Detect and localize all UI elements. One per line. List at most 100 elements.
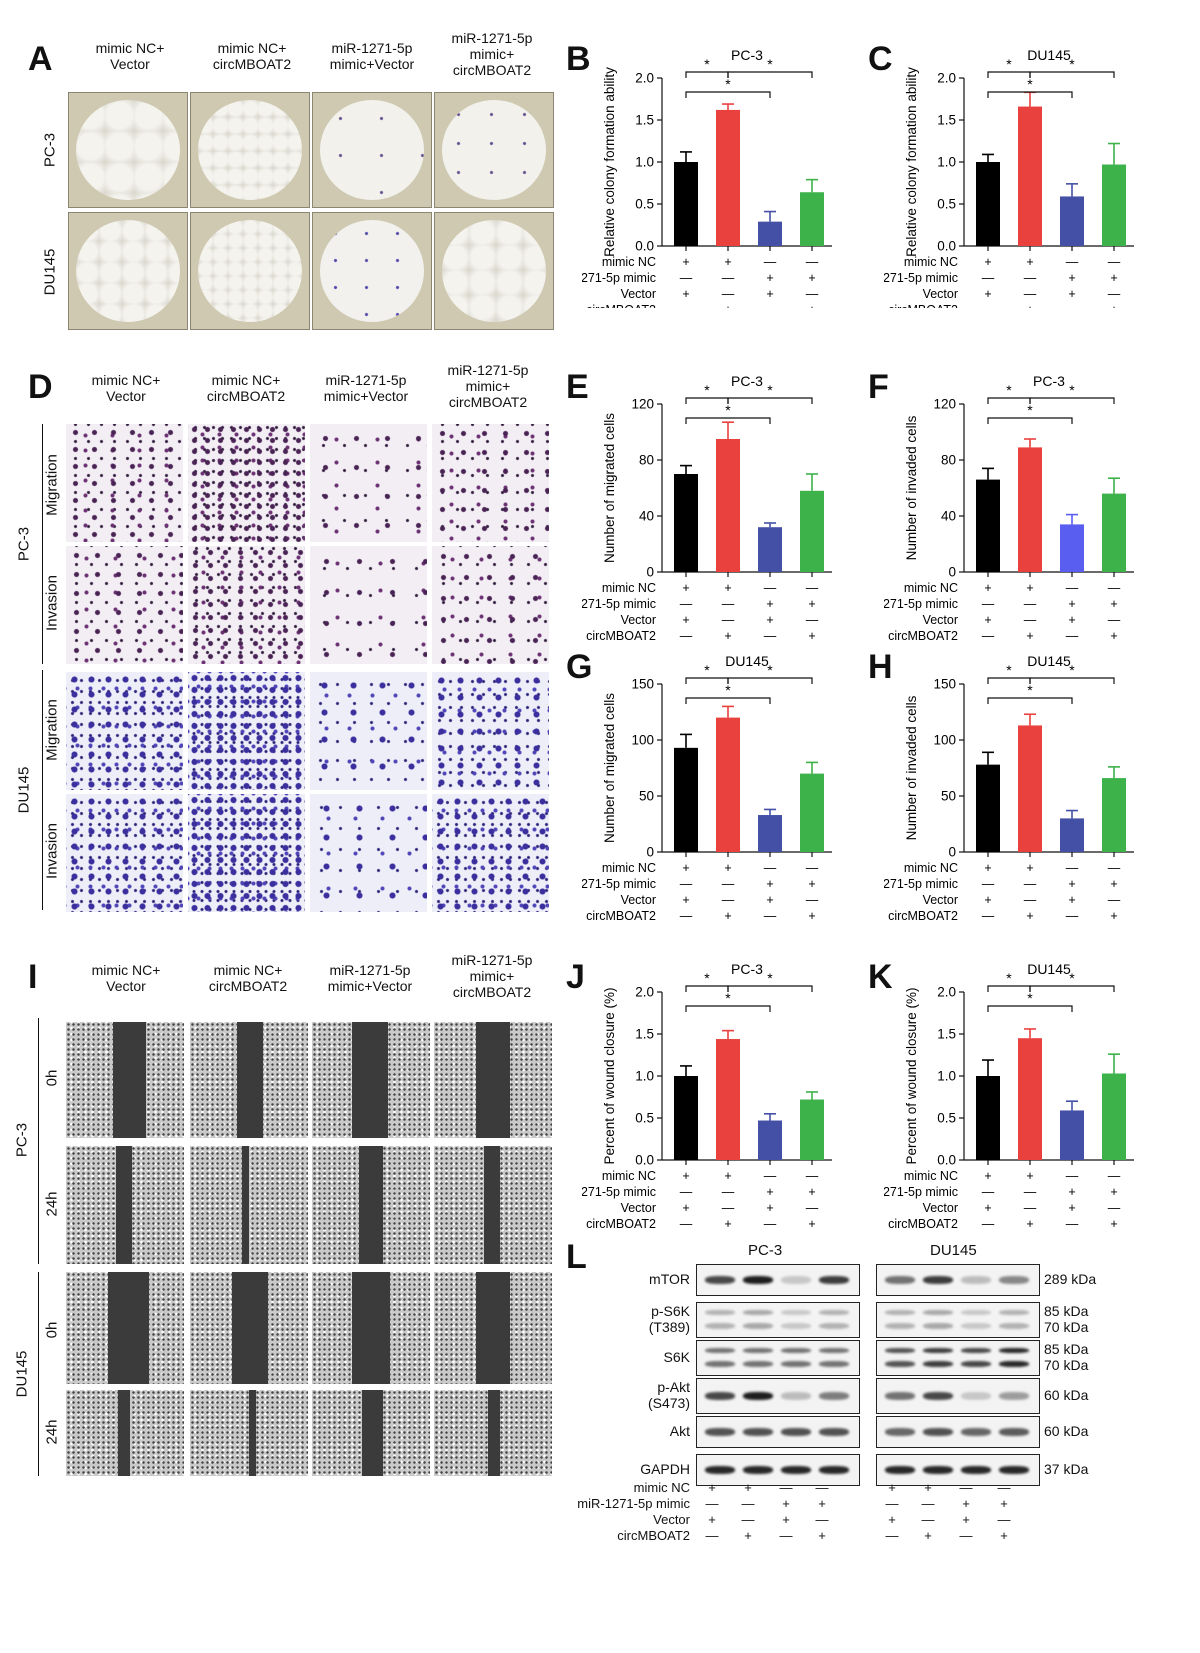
group-label: circMBOAT2	[888, 629, 958, 643]
wb-protein-label: p-S6K (T389)	[648, 1303, 690, 1335]
wb-group-sign: —	[741, 1496, 755, 1511]
group-sign: +	[766, 877, 773, 891]
img-d-du145-inv-4	[432, 794, 549, 912]
group-label: mimic NC	[904, 581, 958, 595]
group-sign: —	[982, 629, 995, 643]
img-i-du145-0h-2	[190, 1272, 308, 1384]
group-label: Vector	[923, 893, 958, 907]
group-sign: +	[1068, 271, 1075, 285]
bar	[1018, 725, 1042, 852]
significance-star: *	[767, 662, 773, 678]
row-label-i-pc3-24h: 24h	[43, 1191, 61, 1217]
wb-blot-du145	[876, 1340, 1040, 1376]
wb-group-sign: +	[744, 1480, 752, 1495]
group-sign: —	[1066, 255, 1079, 269]
group-label: circMBOAT2	[888, 1217, 958, 1231]
group-sign: +	[984, 1201, 991, 1215]
wb-group-sign: +	[744, 1528, 752, 1543]
group-sign: +	[724, 255, 731, 269]
y-tick-label: 0.0	[937, 239, 956, 254]
wb-band	[819, 1428, 849, 1436]
wb-band	[819, 1361, 849, 1367]
wb-band	[743, 1323, 773, 1329]
group-sign: —	[1066, 861, 1079, 875]
group-sign: —	[764, 1217, 777, 1231]
group-sign: —	[982, 909, 995, 923]
significance-star: *	[767, 382, 773, 398]
group-sign: +	[984, 255, 991, 269]
group-sign: +	[808, 1185, 815, 1199]
chart-h: DU145 Number of invaded cells 0 50 100 150 * * *…	[884, 654, 1134, 923]
wb-blot-du145	[876, 1416, 1040, 1448]
col-header-d-1: mimic NC+ Vector	[91, 372, 161, 404]
wb-band	[923, 1310, 953, 1315]
wb-group-sign: —	[815, 1512, 829, 1527]
group-label: mimic NC	[602, 581, 656, 595]
bracket-d-du145	[42, 670, 43, 910]
sig-bracket-2: *	[727, 382, 813, 404]
y-tick-label: 150	[631, 677, 654, 692]
row-label-d-du145-invasion: Invasion	[43, 823, 61, 879]
y-tick-label: 0.5	[635, 1111, 654, 1126]
group-sign: —	[764, 303, 777, 308]
panel-label-h: H	[868, 648, 893, 686]
group-sign: +	[724, 303, 731, 308]
wb-title-pc3: PC-3	[748, 1242, 783, 1259]
wb-blot-pc3	[696, 1302, 860, 1338]
group-sign: +	[1026, 581, 1033, 595]
significance-star: *	[1069, 56, 1075, 72]
col-header-i-4: miR-1271-5p mimic+ circMBOAT2	[451, 952, 533, 1000]
group-sign: +	[766, 893, 773, 907]
group-sign: +	[766, 597, 773, 611]
col-header-a-1: mimic NC+ Vector	[95, 40, 165, 72]
wb-size-label: 289 kDa	[1044, 1271, 1097, 1287]
group-sign: +	[766, 1185, 773, 1199]
img-i-pc3-0h-3	[312, 1022, 430, 1138]
y-tick-label: 50	[941, 789, 956, 804]
group-sign: —	[1108, 613, 1121, 627]
group-sign: —	[722, 613, 735, 627]
sig-bracket-2: *	[1029, 970, 1115, 992]
group-sign: +	[984, 1169, 991, 1183]
group-sign: —	[1108, 1201, 1121, 1215]
group-sign: +	[808, 271, 815, 285]
group-sign: —	[680, 909, 693, 923]
bar	[716, 1039, 740, 1160]
sig-bracket-1: *	[987, 662, 1031, 684]
group-sign: +	[808, 877, 815, 891]
group-sign: +	[1026, 861, 1033, 875]
significance-star: *	[1006, 662, 1012, 678]
group-sign: —	[1024, 613, 1037, 627]
chart-title: DU145	[1027, 48, 1071, 63]
group-label: circMBOAT2	[888, 909, 958, 923]
img-i-pc3-0h-2	[190, 1022, 308, 1138]
group-label: mimic NC	[602, 255, 656, 269]
group-sign: —	[982, 1185, 995, 1199]
y-axis-label: Percent of wound closure (%)	[904, 987, 919, 1164]
group-sign: —	[1108, 287, 1121, 301]
group-sign: +	[808, 629, 815, 643]
group-sign: +	[808, 303, 815, 308]
wb-group-sign: +	[782, 1496, 790, 1511]
y-tick-label: 1.5	[937, 1027, 956, 1042]
group-sign: +	[766, 1201, 773, 1215]
significance-star: *	[1027, 990, 1033, 1006]
dish-pc3-1	[68, 92, 188, 208]
img-i-du145-0h-1	[66, 1272, 184, 1384]
wb-group-label: mimic NC	[633, 1480, 690, 1495]
sig-bracket-1: *	[685, 662, 729, 684]
significance-star: *	[1027, 402, 1033, 418]
group-sign: —	[806, 893, 819, 907]
wb-size-label: 85 kDa 70 kDa	[1044, 1341, 1089, 1373]
dish-du145-2	[190, 212, 310, 330]
group-sign: +	[682, 255, 689, 269]
wb-blot-pc3	[696, 1340, 860, 1376]
group-sign: —	[1066, 1217, 1079, 1231]
group-sign: —	[764, 629, 777, 643]
wb-band	[781, 1392, 811, 1400]
wb-protein-label: p-Akt (S473)	[647, 1379, 690, 1411]
wb-band	[705, 1276, 735, 1284]
chart-e: PC-3 Number of migrated cells 0 40 80 120 * * * m…	[582, 374, 832, 643]
y-tick-label: 2.0	[635, 71, 654, 86]
chart-title: DU145	[1027, 962, 1071, 977]
